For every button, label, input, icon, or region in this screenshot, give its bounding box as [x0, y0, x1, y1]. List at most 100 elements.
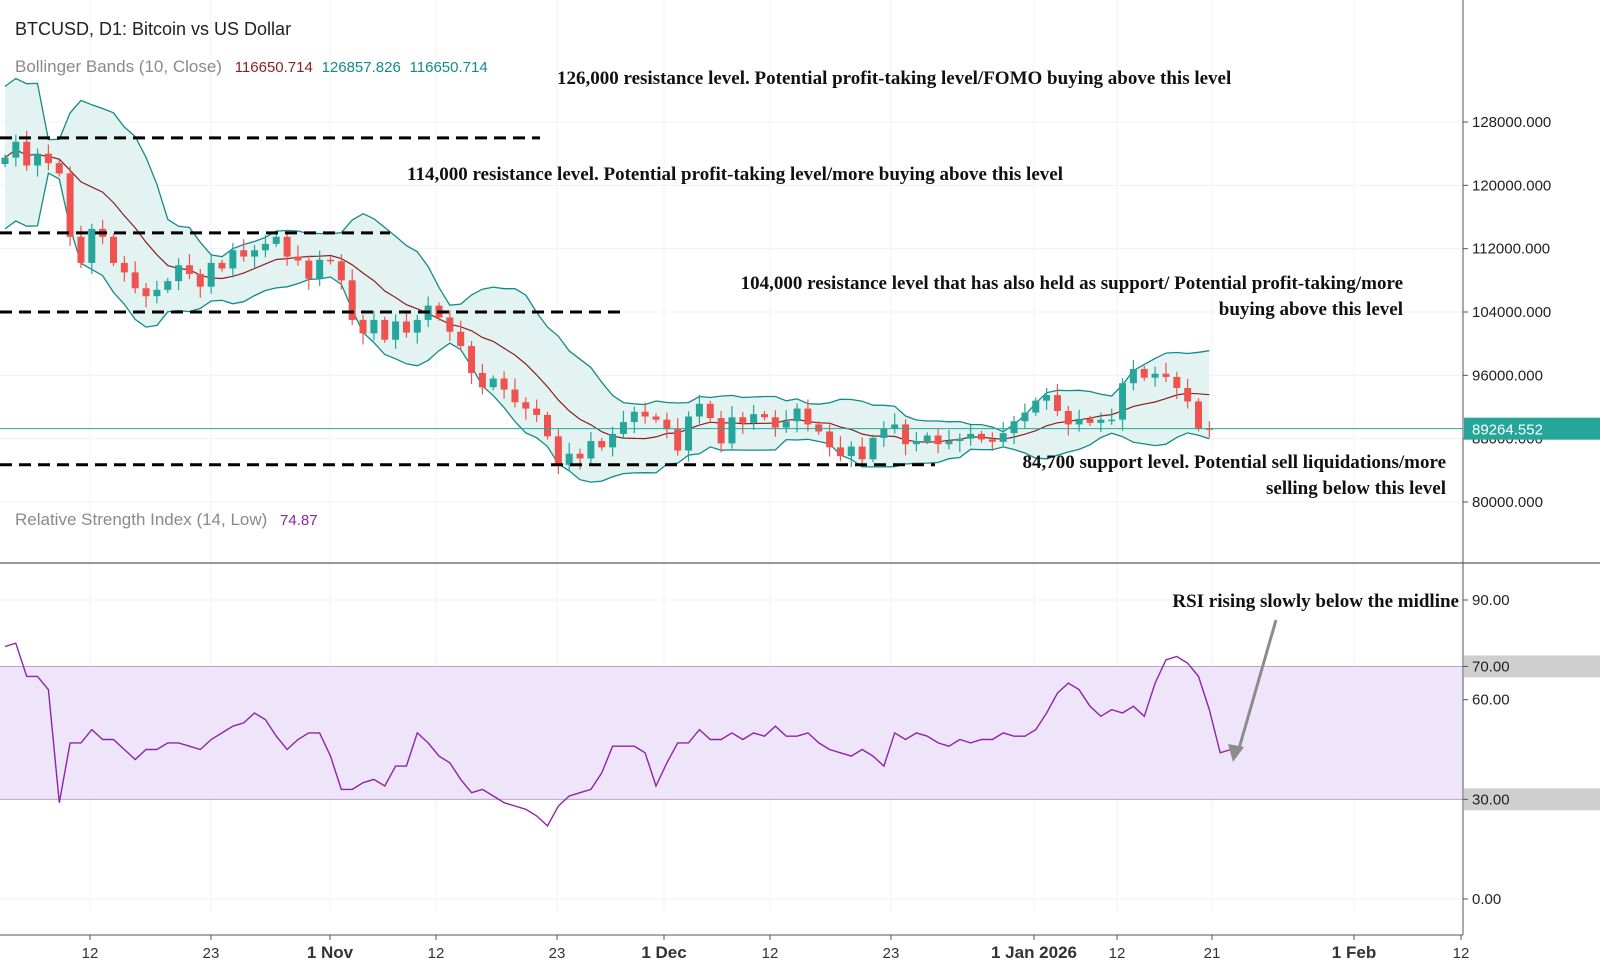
candle-body — [1086, 418, 1094, 423]
candle-body — [34, 153, 42, 166]
current-price-tag — [1464, 417, 1600, 440]
candle-body — [554, 436, 562, 465]
candle-body — [836, 447, 844, 457]
candle-body — [1097, 419, 1105, 423]
candles — [0, 130, 1463, 474]
candle-body — [327, 259, 334, 262]
candle-body — [23, 141, 31, 166]
candle-body — [164, 281, 172, 290]
candle-body — [196, 274, 204, 287]
candle-body — [88, 228, 96, 263]
candle-body — [457, 331, 465, 347]
candle-body — [1053, 395, 1061, 411]
bb-indicator-label[interactable]: Bollinger Bands (10, Close) 116650.714 1… — [15, 57, 488, 77]
candle-body — [337, 261, 345, 281]
candle-body — [858, 446, 866, 460]
rsi-annotation-arrow — [1236, 619, 1278, 753]
bb-upper-band — [4, 77, 1210, 433]
rsi-panel — [0, 562, 1600, 828]
price-axis-label: 96000.000 — [1472, 367, 1543, 384]
candle-body — [283, 236, 291, 257]
candle-body — [565, 453, 573, 465]
price-axis-label: 104000.000 — [1472, 304, 1551, 321]
candle-body — [674, 429, 682, 451]
candle-body — [251, 250, 259, 257]
candle-body — [804, 408, 812, 425]
candle-body — [1195, 401, 1202, 429]
candle-body — [185, 265, 193, 274]
rsi-label: Relative Strength Index (14, Low) — [15, 510, 268, 529]
candle-body — [272, 236, 280, 244]
candle-body — [717, 418, 725, 444]
bb-value-2: 126857.826 — [321, 59, 401, 76]
candle-body — [695, 403, 703, 417]
level-annotation-84700: 84,700 support level. Potential sell liq… — [1023, 452, 1446, 473]
candle-body — [1010, 421, 1018, 434]
candle-body — [706, 403, 714, 419]
candle-body — [1151, 373, 1159, 378]
candle-body — [381, 319, 389, 340]
candle-body — [392, 321, 400, 340]
candle-body — [478, 372, 486, 388]
candle-body — [663, 419, 671, 430]
candle-body — [348, 280, 356, 320]
candle-body — [489, 378, 497, 388]
level-annotation-84700: selling below this level — [1266, 478, 1446, 499]
candle-body — [750, 414, 758, 423]
candle-body — [891, 424, 899, 429]
bb-value-1: 116650.714 — [234, 59, 313, 76]
candle-body — [988, 439, 996, 442]
x-axis-label: 12 — [428, 945, 445, 962]
candle-body — [1, 157, 9, 164]
candle-body — [826, 431, 834, 448]
candle-body — [533, 408, 541, 415]
x-axis-label: 23 — [203, 945, 220, 962]
candle-body — [522, 402, 530, 409]
candle-body — [305, 260, 313, 279]
candle-body — [402, 321, 410, 333]
candle-body — [869, 437, 877, 460]
candle-body — [609, 433, 617, 448]
rsi-axis-label: 0.00 — [1472, 891, 1501, 908]
candle-body — [175, 265, 183, 282]
rsi-indicator-label[interactable]: Relative Strength Index (14, Low) 74.87 — [15, 510, 318, 530]
candle-body — [1119, 383, 1127, 420]
candle-body — [739, 417, 747, 423]
bb-label: Bollinger Bands (10, Close) — [15, 57, 222, 76]
candle-body — [761, 414, 768, 418]
candle-body — [630, 411, 638, 423]
rsi-level-tag — [1464, 788, 1600, 811]
candle-body — [945, 441, 953, 445]
candle-body — [511, 389, 519, 403]
candle-body — [934, 435, 942, 445]
candle-body — [413, 319, 421, 333]
candle-body — [153, 289, 161, 297]
candle-body — [912, 441, 920, 445]
candle-body — [359, 319, 367, 334]
candle-body — [923, 435, 931, 442]
candle-body — [77, 236, 85, 263]
candle-body — [815, 424, 823, 432]
candle-body — [1108, 419, 1116, 422]
x-axis-label: 1 Dec — [641, 943, 686, 962]
candle-body — [598, 441, 606, 448]
levels — [0, 136, 935, 467]
candle-body — [978, 433, 985, 440]
candle-body — [967, 433, 975, 439]
bb-value-3: 116650.714 — [409, 59, 488, 76]
candle-body — [316, 259, 324, 279]
candle-body — [1043, 395, 1051, 401]
candle-body — [1162, 373, 1170, 377]
candle-body — [1021, 412, 1029, 422]
annotations: 126,000 resistance level. Potential prof… — [407, 68, 1459, 762]
candle-body — [1064, 410, 1072, 425]
candle-body — [685, 416, 693, 451]
candle-body — [12, 141, 20, 158]
rsi-axis-label: 90.00 — [1472, 592, 1510, 609]
candle-body — [1173, 376, 1181, 388]
candle-body — [240, 250, 248, 257]
candle-body — [120, 262, 128, 273]
bollinger-bands — [4, 77, 1210, 483]
candle-body — [902, 424, 910, 445]
